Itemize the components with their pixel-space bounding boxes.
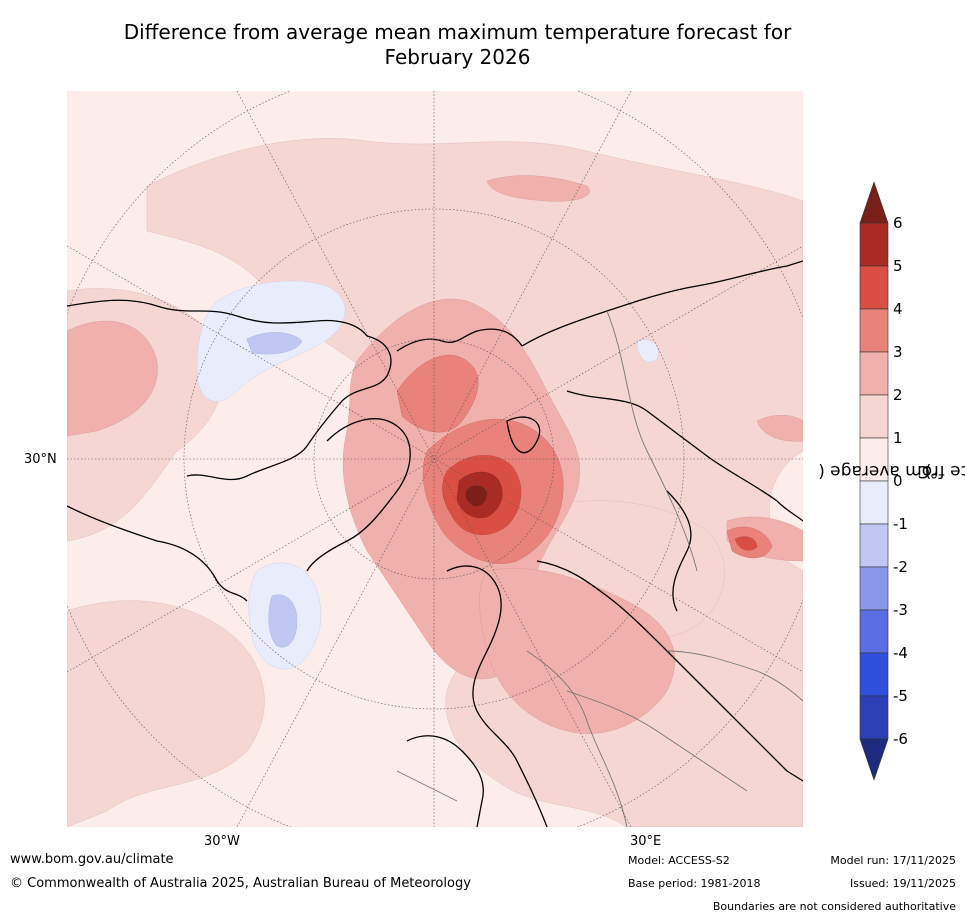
colorbar-swatch-2-to-3 [859,351,889,396]
colorbar-swatch-below-neg6 [859,738,889,781]
colorbar-swatch--1-to-0 [859,480,889,525]
colorbar-swatch-0-to-1 [859,437,889,482]
colorbar-swatch--6-to--5 [859,695,889,740]
anomaly-band-above-6 [465,485,487,507]
chart-title: Difference from average mean maximum tem… [60,20,855,70]
footer-issued: Issued: 19/11/2025 [849,877,956,890]
lat-label-30n: 30°N [24,452,57,467]
colorbar-swatches [859,181,889,781]
footer-model: Model: ACCESS-S2 [628,854,730,867]
colorbar-tick-3: 3 [893,343,903,361]
title-line-2: February 2026 [384,45,531,69]
colorbar [859,181,889,781]
colorbar-tick-neg5: -5 [893,687,908,705]
colorbar-swatch-3-to-4 [859,308,889,353]
footer-copyright: © Commonwealth of Australia 2025, Austra… [10,876,471,891]
colorbar-tick-1: 1 [893,429,903,447]
colorbar-label-suffix: ) [924,461,932,481]
colorbar-tick-neg1: -1 [893,515,908,533]
colorbar-swatch--3-to--2 [859,566,889,611]
colorbar-swatch--5-to--4 [859,652,889,697]
colorbar-swatch-1-to-2 [859,394,889,439]
colorbar-swatch-4-to-5 [859,265,889,310]
title-line-1: Difference from average mean maximum tem… [123,20,792,44]
colorbar-tick-5: 5 [893,257,903,275]
forecast-map [67,91,803,827]
footer-disclaimer: Boundaries are not considered authoritat… [712,900,956,913]
colorbar-tick-neg6: -6 [893,730,908,748]
anomaly-band-neg2-neg1 [246,332,303,648]
lon-label-30e: 30°E [630,834,662,849]
colorbar-label-prefix: Difference from average ( [818,461,965,481]
colorbar-swatch--4-to--3 [859,609,889,654]
colorbar-tick-neg4: -4 [893,644,908,662]
country-borders [396,310,803,827]
lon-label-30w: 30°W [204,834,240,849]
colorbar-swatch-above-6 [859,181,889,224]
colorbar-tick-0: 0 [893,472,903,490]
footer-model-run: Model run: 17/11/2025 [830,854,956,867]
footer-url[interactable]: www.bom.gov.au/climate [10,852,174,867]
graticule [67,91,803,827]
colorbar-swatch--2-to--1 [859,523,889,568]
colorbar-tick-neg2: -2 [893,558,908,576]
colorbar-tick-neg3: -3 [893,601,908,619]
colorbar-tick-4: 4 [893,300,903,318]
colorbar-swatch-5-to-6 [859,222,889,267]
footer-base-period: Base period: 1981-2018 [628,877,761,890]
colorbar-tick-2: 2 [893,386,903,404]
colorbar-tick-6: 6 [893,214,903,232]
